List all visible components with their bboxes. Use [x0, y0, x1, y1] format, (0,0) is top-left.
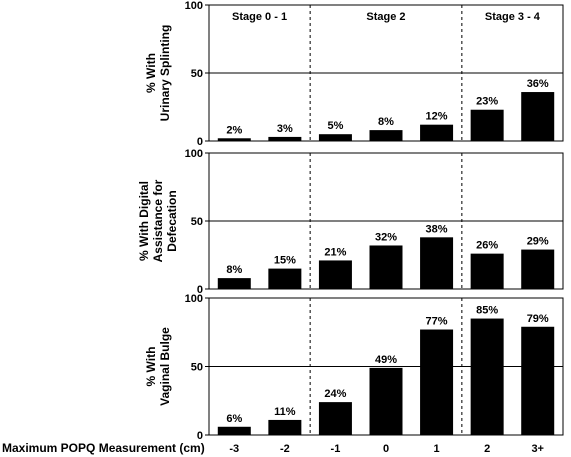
data-label: 38% [426, 223, 448, 235]
data-label: 8% [378, 116, 394, 128]
bar [318, 134, 352, 141]
data-label: 23% [476, 96, 498, 108]
bar [318, 402, 352, 435]
stage-label: Stage 0 - 1 [232, 11, 287, 23]
bar [369, 130, 403, 141]
stage-label: Stage 3 - 4 [485, 11, 541, 23]
bar [217, 278, 251, 289]
data-label: 24% [324, 388, 346, 400]
y-tick-label: 100 [185, 0, 203, 12]
stage-label: Stage 2 [366, 11, 405, 23]
bar [521, 249, 555, 289]
y-axis-label: Defecation [165, 190, 179, 251]
y-tick-label: 100 [185, 148, 203, 160]
y-tick-label: 0 [197, 284, 203, 296]
data-label: 11% [274, 406, 296, 418]
data-label: 6% [226, 413, 242, 425]
bar [420, 124, 454, 141]
data-label: 85% [476, 305, 498, 317]
x-tick-label: -3 [229, 443, 239, 455]
data-label: 3% [277, 123, 293, 135]
data-label: 32% [375, 231, 397, 243]
bar [217, 426, 251, 435]
y-axis-label: % With [144, 53, 158, 93]
bar [420, 329, 454, 435]
data-label: 12% [426, 111, 448, 123]
bar [268, 419, 302, 435]
y-axis-label: % With [144, 347, 158, 387]
y-tick-label: 0 [197, 430, 203, 442]
data-label: 77% [426, 316, 448, 328]
bar [470, 318, 504, 435]
bar [470, 109, 504, 141]
bar [521, 326, 555, 435]
bar [217, 138, 251, 141]
data-label: 29% [527, 236, 549, 248]
y-tick-label: 0 [197, 136, 203, 148]
bar [318, 260, 352, 289]
y-tick-label: 50 [191, 68, 203, 80]
x-tick-label: 0 [383, 443, 389, 455]
y-tick-label: 50 [191, 362, 203, 374]
bar [420, 237, 454, 289]
data-label: 15% [274, 255, 296, 267]
x-axis-label: Maximum POPQ Measurement (cm) [2, 441, 205, 455]
y-tick-label: 100 [185, 293, 203, 305]
y-axis-label: Urinary Splinting [158, 25, 172, 122]
x-tick-label: 3+ [531, 443, 544, 455]
bar [268, 268, 302, 289]
y-axis-label: Vaginal Bulge [158, 327, 172, 406]
x-tick-label: 2 [484, 443, 490, 455]
y-tick-label: 50 [191, 216, 203, 228]
data-label: 21% [324, 246, 346, 258]
data-label: 79% [527, 313, 549, 325]
data-label: 5% [327, 120, 343, 132]
data-label: 49% [375, 354, 397, 366]
x-tick-label: 1 [434, 443, 440, 455]
bar [268, 136, 302, 141]
y-axis-label: Assistance for [151, 179, 165, 262]
x-tick-label: -2 [280, 443, 290, 455]
data-label: 36% [527, 78, 549, 90]
data-label: 2% [226, 124, 242, 136]
bar [521, 92, 555, 141]
x-tick-label: -1 [331, 443, 341, 455]
bar [470, 253, 504, 289]
data-label: 8% [226, 264, 242, 276]
data-label: 26% [476, 240, 498, 252]
bar [369, 367, 403, 435]
bar [369, 245, 403, 289]
y-axis-label: % With Digital [137, 181, 151, 261]
